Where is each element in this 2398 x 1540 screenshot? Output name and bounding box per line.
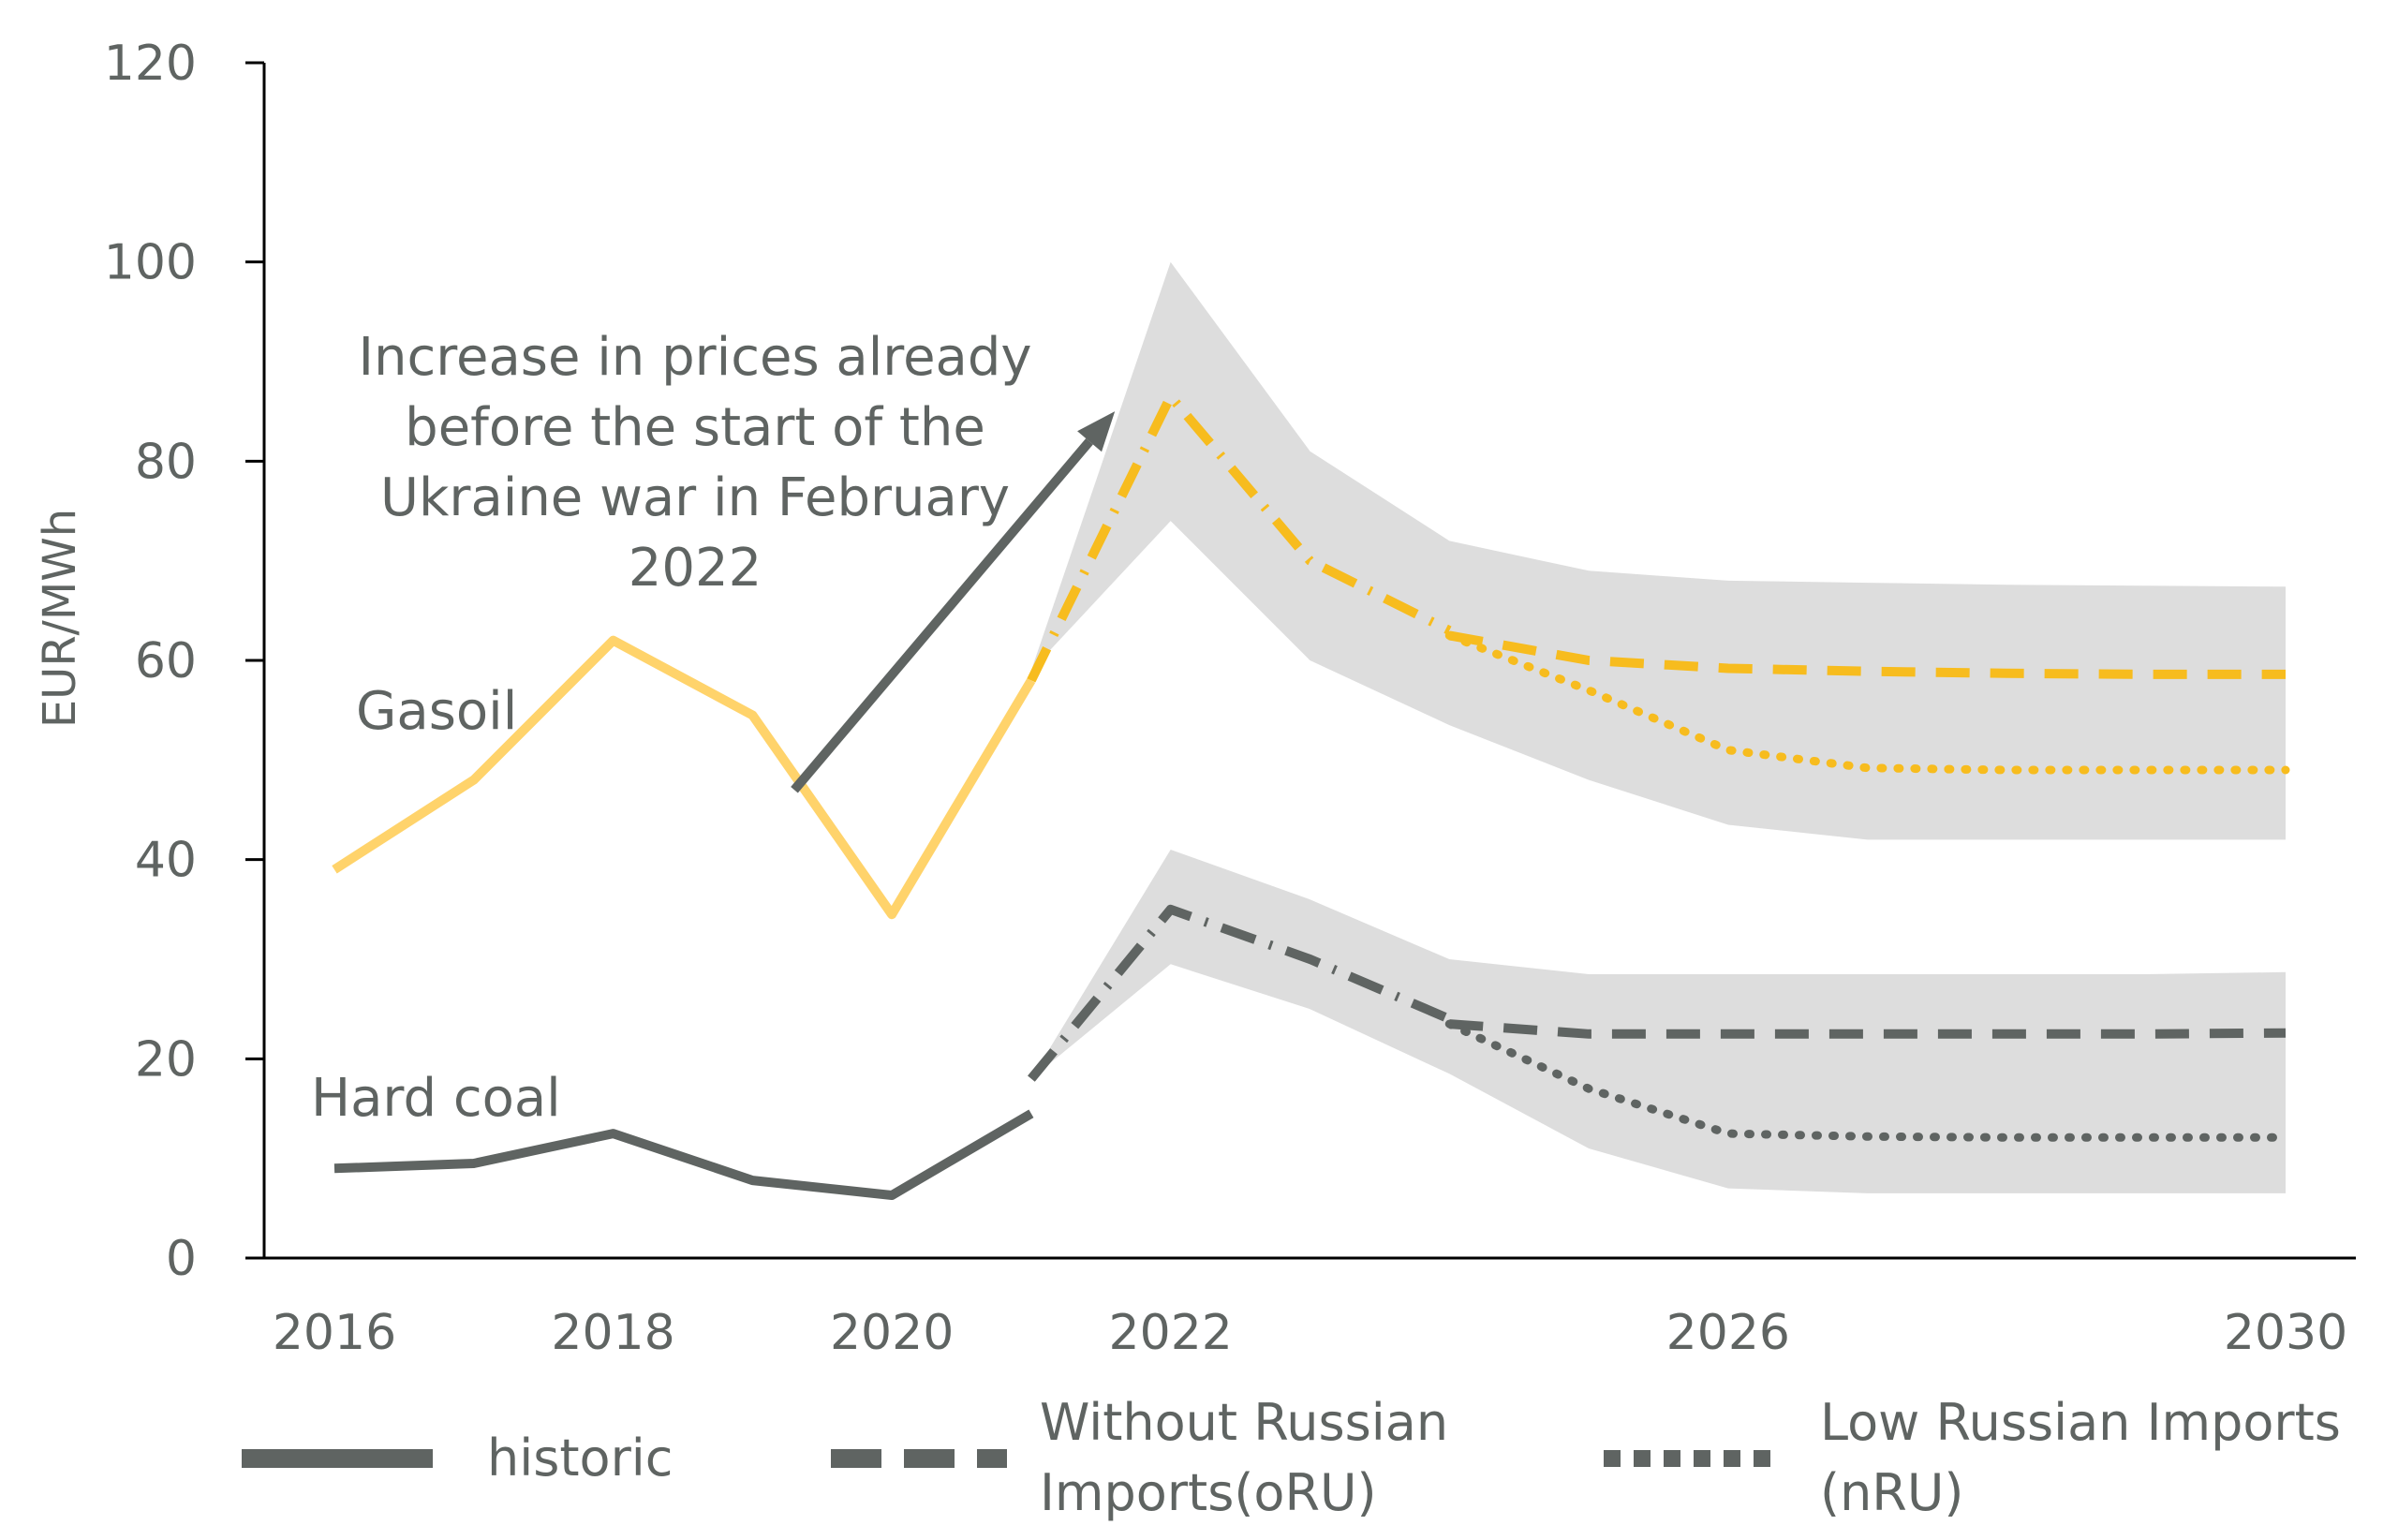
gasoil-transition-line: [1027, 392, 1452, 683]
y-tick-label: 100: [104, 235, 197, 291]
y-tick-label: 20: [135, 1031, 197, 1088]
x-tick-label: 2022: [1109, 1305, 1233, 1361]
series-lines: [332, 392, 2290, 1200]
hard-coal-label: Hard coal: [311, 1068, 561, 1129]
annotation: Increase in prices already before the st…: [358, 327, 1031, 599]
y-axis-title: EUR/MWh: [34, 509, 86, 728]
uncertainty-bands: [1030, 261, 2286, 1193]
gasoil-label: Gasoil: [356, 681, 517, 742]
hard-coal-transition-line: [1028, 904, 1452, 1082]
gasoil-oru-line: [1448, 630, 2286, 679]
annotation-line-1: Increase in prices already: [358, 327, 1031, 388]
arrow-shaft: [791, 437, 1093, 793]
legend-oru-label-line-1: Without Russian: [1040, 1393, 1448, 1452]
gasoil-nru-line: [1444, 630, 2290, 775]
legend-historic-label: historic: [487, 1429, 673, 1488]
y-tick-label: 120: [104, 36, 197, 92]
annotation-line-3: Ukraine war in February: [380, 467, 1010, 528]
legend-oru-label-line-2: Imports(oRU): [1040, 1463, 1377, 1522]
hard-coal-oru-line: [1448, 1019, 2287, 1039]
y-ticks: 0 20 40 60 80 100 120: [104, 36, 264, 1287]
x-tick-label: 2018: [551, 1305, 674, 1361]
y-tick-label: 80: [135, 434, 197, 490]
legend-nru-label-line-2: (nRU): [1820, 1463, 1963, 1522]
legend-nru-label-line-1: Low Russian Imports: [1820, 1393, 2341, 1452]
y-tick-label: 40: [135, 833, 197, 889]
x-tick-label: 2020: [830, 1305, 954, 1361]
annotation-arrow: [791, 411, 1116, 793]
x-ticks: 2016 2018 2020 2022 2026 2030: [273, 1305, 2347, 1361]
annotation-line-2: before the start of the: [405, 397, 985, 458]
x-tick-label: 2030: [2224, 1305, 2347, 1361]
hard-coal-historic-line: [333, 1109, 1034, 1200]
hard-coal-band: [1030, 850, 2286, 1193]
y-tick-label: 60: [135, 633, 197, 689]
y-tick-label: 0: [166, 1231, 197, 1287]
hard-coal-nru-line: [1444, 1019, 2290, 1142]
annotation-line-4: 2022: [629, 538, 762, 599]
gasoil-band: [1030, 261, 2286, 840]
gasoil-historic-line: [332, 635, 1036, 920]
x-tick-label: 2016: [273, 1305, 396, 1361]
x-tick-label: 2026: [1666, 1305, 1790, 1361]
legend: historic Without Russian Imports(oRU) Lo…: [242, 1393, 2341, 1522]
arrow-head: [1077, 411, 1116, 452]
